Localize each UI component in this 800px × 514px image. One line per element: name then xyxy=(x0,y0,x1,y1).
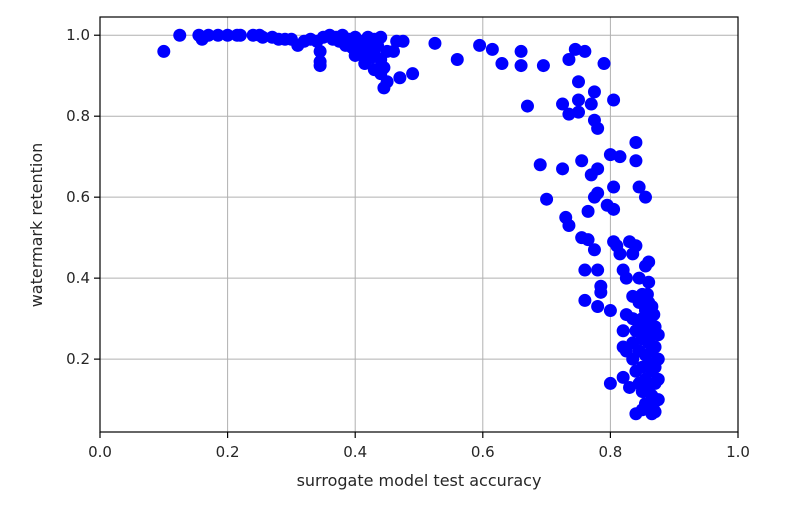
data-point xyxy=(616,324,630,338)
data-point xyxy=(651,393,665,407)
data-point xyxy=(591,263,605,277)
x-tick-label: 0.6 xyxy=(471,443,495,461)
data-point xyxy=(514,44,528,58)
data-point xyxy=(629,154,643,168)
data-point xyxy=(647,308,661,322)
data-point xyxy=(651,352,665,366)
data-point xyxy=(313,59,327,73)
data-point xyxy=(613,150,627,164)
data-point xyxy=(495,57,509,71)
data-point xyxy=(514,59,528,73)
data-point xyxy=(584,97,598,111)
data-point xyxy=(581,204,595,218)
data-point xyxy=(393,71,407,85)
data-point xyxy=(450,53,464,67)
y-tick-label: 0.2 xyxy=(66,350,90,368)
data-points xyxy=(157,28,665,421)
data-point xyxy=(642,255,656,269)
y-tick-label: 0.6 xyxy=(66,188,90,206)
data-point xyxy=(640,287,654,301)
data-point xyxy=(428,36,442,50)
data-point xyxy=(473,38,487,52)
data-point xyxy=(613,247,627,261)
y-axis-label: watermark retention xyxy=(27,143,46,308)
data-point xyxy=(651,372,665,386)
data-point xyxy=(374,30,388,44)
x-tick-label: 0.4 xyxy=(343,443,367,461)
data-point xyxy=(648,340,662,354)
axis-ticks: 0.0 0.2 0.4 0.6 0.8 1.0 0.2 0.4 0.6 0.8 1.0 xyxy=(66,26,750,461)
data-point xyxy=(587,85,601,99)
data-point xyxy=(556,97,570,111)
data-point xyxy=(406,67,420,81)
data-point xyxy=(578,44,592,58)
data-point xyxy=(540,192,554,206)
data-point xyxy=(651,328,665,342)
data-point xyxy=(562,53,576,67)
data-point xyxy=(313,44,327,58)
data-point xyxy=(256,30,270,44)
data-point xyxy=(572,105,585,119)
data-point xyxy=(603,304,617,318)
y-tick-label: 1.0 xyxy=(66,26,90,44)
data-point xyxy=(211,28,225,42)
data-point xyxy=(594,279,608,293)
data-point xyxy=(157,44,171,58)
x-axis-label: surrogate model test accuracy xyxy=(297,471,542,490)
data-point xyxy=(616,370,630,384)
grid-lines xyxy=(100,17,738,432)
data-point xyxy=(485,42,499,56)
data-point xyxy=(233,28,247,42)
data-point xyxy=(638,190,652,204)
data-point xyxy=(591,186,605,200)
data-point xyxy=(648,405,662,419)
data-point xyxy=(587,243,601,257)
data-point xyxy=(572,93,585,107)
data-point xyxy=(591,121,605,135)
data-point xyxy=(578,263,592,277)
data-point xyxy=(201,28,215,42)
data-point xyxy=(597,57,611,71)
data-point xyxy=(591,162,605,176)
data-point xyxy=(607,93,621,107)
data-point xyxy=(607,202,621,216)
x-tick-label: 0.0 xyxy=(88,443,112,461)
data-point xyxy=(173,28,187,42)
x-tick-label: 0.8 xyxy=(598,443,622,461)
data-point xyxy=(556,162,570,176)
data-point xyxy=(520,99,534,113)
data-point xyxy=(629,239,643,253)
data-point xyxy=(619,271,633,285)
data-point xyxy=(572,75,585,89)
x-tick-label: 0.2 xyxy=(216,443,240,461)
data-point xyxy=(607,180,621,194)
data-point xyxy=(221,28,235,42)
data-point xyxy=(533,158,547,172)
data-point xyxy=(396,34,410,48)
data-point xyxy=(380,75,394,89)
x-tick-label: 1.0 xyxy=(726,443,750,461)
data-point xyxy=(603,376,617,390)
data-point xyxy=(575,154,589,168)
data-point xyxy=(536,59,550,73)
data-point xyxy=(386,44,400,58)
y-tick-label: 0.4 xyxy=(66,269,90,287)
data-point xyxy=(632,180,646,194)
data-point xyxy=(591,299,605,313)
y-tick-label: 0.8 xyxy=(66,107,90,125)
data-point xyxy=(562,219,576,233)
data-point xyxy=(578,293,592,307)
plot-frame xyxy=(99,16,739,433)
data-point xyxy=(642,275,656,289)
data-point xyxy=(581,233,595,247)
data-point xyxy=(629,136,643,150)
